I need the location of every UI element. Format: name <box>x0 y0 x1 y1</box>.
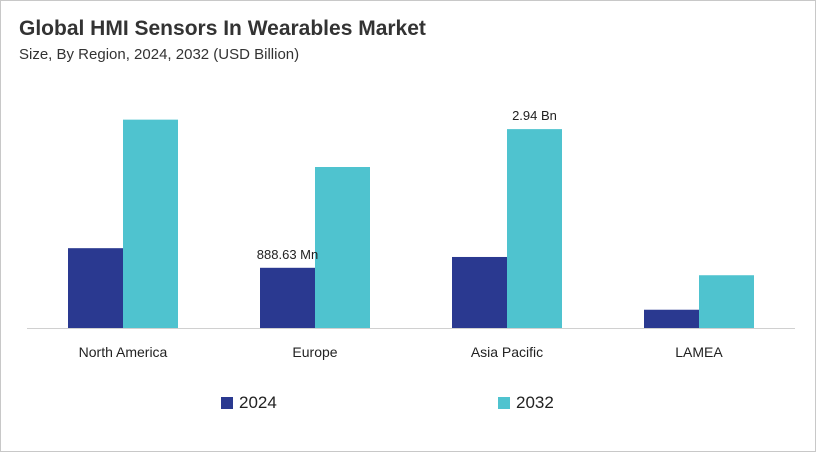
x-tick-label: LAMEA <box>675 344 723 360</box>
legend-swatch-2032 <box>498 397 510 409</box>
x-tick-label: Asia Pacific <box>471 344 543 360</box>
x-tick-label: Europe <box>292 344 337 360</box>
legend-label-2032: 2032 <box>516 393 554 412</box>
legend-item-2024: 2024 <box>221 393 277 413</box>
legend-item-2032: 2032 <box>498 393 554 413</box>
bar-2024-europe <box>260 267 315 328</box>
legend-swatch-2024 <box>221 397 233 409</box>
bar-2024-lamea <box>644 309 699 328</box>
bar-2024-asia-pacific <box>452 256 507 328</box>
x-tick-label: North America <box>79 344 168 360</box>
data-label: 2.94 Bn <box>512 108 557 123</box>
bar-2032-lamea <box>699 275 754 328</box>
bar-2032-north-america <box>123 119 178 328</box>
bar-2032-europe <box>315 167 370 328</box>
chart-title: Global HMI Sensors In Wearables Market <box>19 17 426 40</box>
data-label: 888.63 Mn <box>257 247 318 262</box>
bar-2032-asia-pacific <box>507 129 562 328</box>
bar-2024-north-america <box>68 248 123 328</box>
chart-subtitle: Size, By Region, 2024, 2032 (USD Billion… <box>19 46 300 63</box>
legend-label-2024: 2024 <box>239 393 277 412</box>
